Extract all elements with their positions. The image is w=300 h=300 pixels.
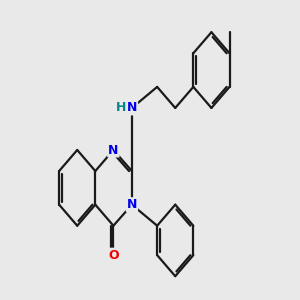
- Text: O: O: [108, 249, 119, 262]
- Text: H: H: [116, 101, 127, 114]
- Text: N: N: [127, 101, 137, 114]
- Text: N: N: [108, 143, 118, 157]
- Text: N: N: [127, 198, 137, 211]
